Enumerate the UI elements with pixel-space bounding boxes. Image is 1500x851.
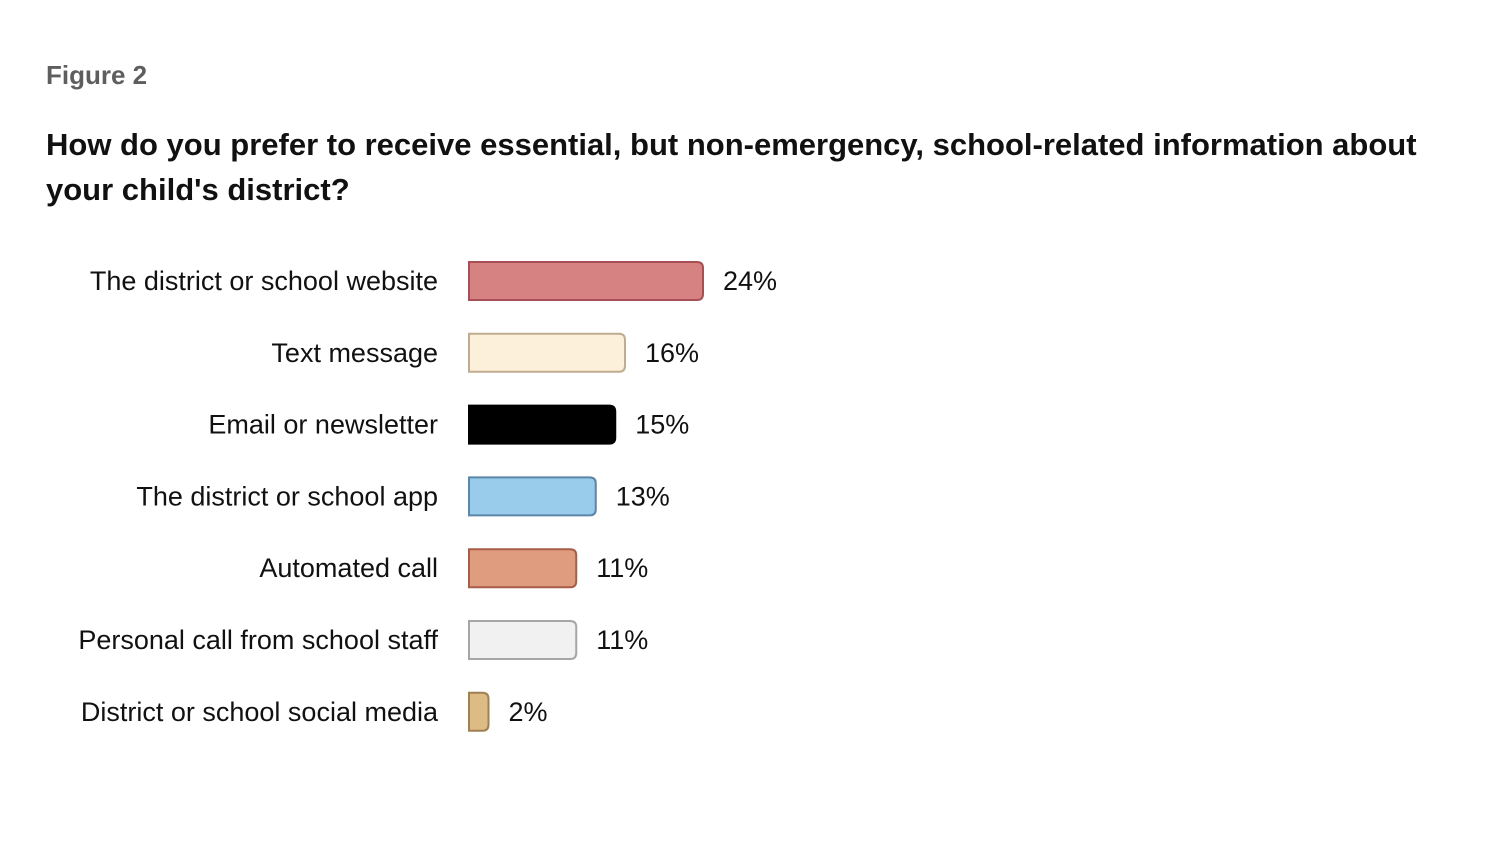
- category-label: Automated call: [259, 553, 438, 583]
- category-label: The district or school website: [90, 266, 438, 296]
- value-label: 13%: [616, 481, 670, 511]
- value-label: 2%: [509, 697, 548, 727]
- bar: [468, 691, 490, 732]
- category-label: The district or school app: [136, 481, 438, 511]
- bar: [468, 548, 578, 589]
- category-label: Email or newsletter: [208, 410, 438, 440]
- bar: [468, 620, 578, 660]
- bar: [468, 332, 626, 373]
- category-label: District or school social media: [81, 697, 439, 727]
- bar: [468, 404, 617, 445]
- chart-title: How do you prefer to receive essential, …: [46, 127, 1417, 207]
- value-label: 16%: [645, 338, 699, 368]
- figure-label: Figure 2: [46, 60, 148, 90]
- value-label: 24%: [723, 266, 777, 296]
- bar: [468, 476, 597, 517]
- bars-group: The district or school website 24% Text me…: [78, 261, 777, 732]
- bar: [468, 261, 704, 301]
- value-label: 15%: [635, 410, 689, 440]
- value-label: 11%: [596, 625, 648, 655]
- value-label: 11%: [596, 553, 648, 583]
- category-label: Personal call from school staff: [78, 625, 438, 655]
- category-label: Text message: [271, 338, 438, 368]
